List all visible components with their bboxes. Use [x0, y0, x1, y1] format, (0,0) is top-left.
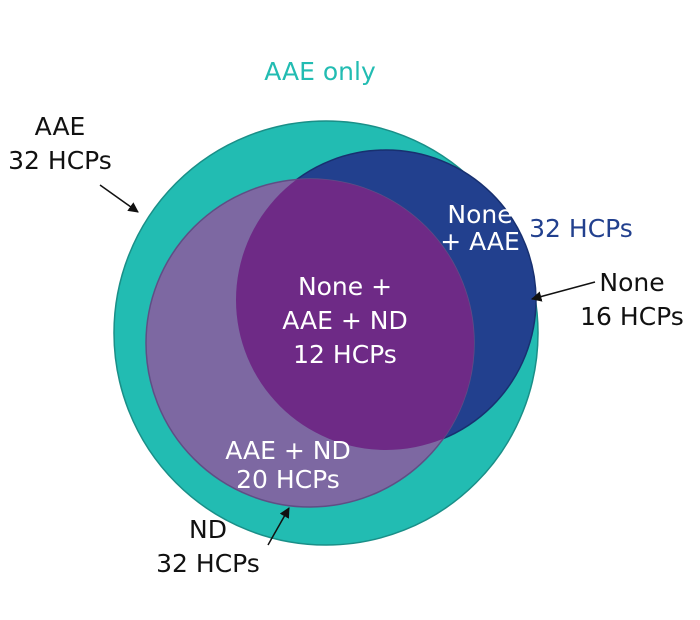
region-label: 12 HCPs	[293, 340, 397, 369]
region-label: AAE only	[264, 57, 376, 86]
region-label: + AAE	[440, 227, 520, 256]
region-label: None	[599, 268, 664, 297]
region-label: AAE	[35, 112, 86, 141]
region-label: AAE + ND	[282, 306, 408, 335]
region-label: None +	[298, 272, 392, 301]
arrow	[267, 507, 290, 546]
region-label: AAE + ND	[225, 436, 351, 465]
region-label: 32 HCPs	[8, 146, 112, 175]
region-label: None	[447, 200, 512, 229]
region-label: 32 HCPs	[156, 549, 260, 578]
region-label: 20 HCPs	[236, 465, 340, 494]
region-label: 16 HCPs	[580, 302, 684, 331]
region-label: ND	[189, 515, 227, 544]
arrow	[530, 281, 596, 302]
arrow	[99, 184, 139, 213]
region-label: 8 HCPs	[276, 91, 364, 120]
region-label: 32 HCPs	[529, 214, 633, 243]
